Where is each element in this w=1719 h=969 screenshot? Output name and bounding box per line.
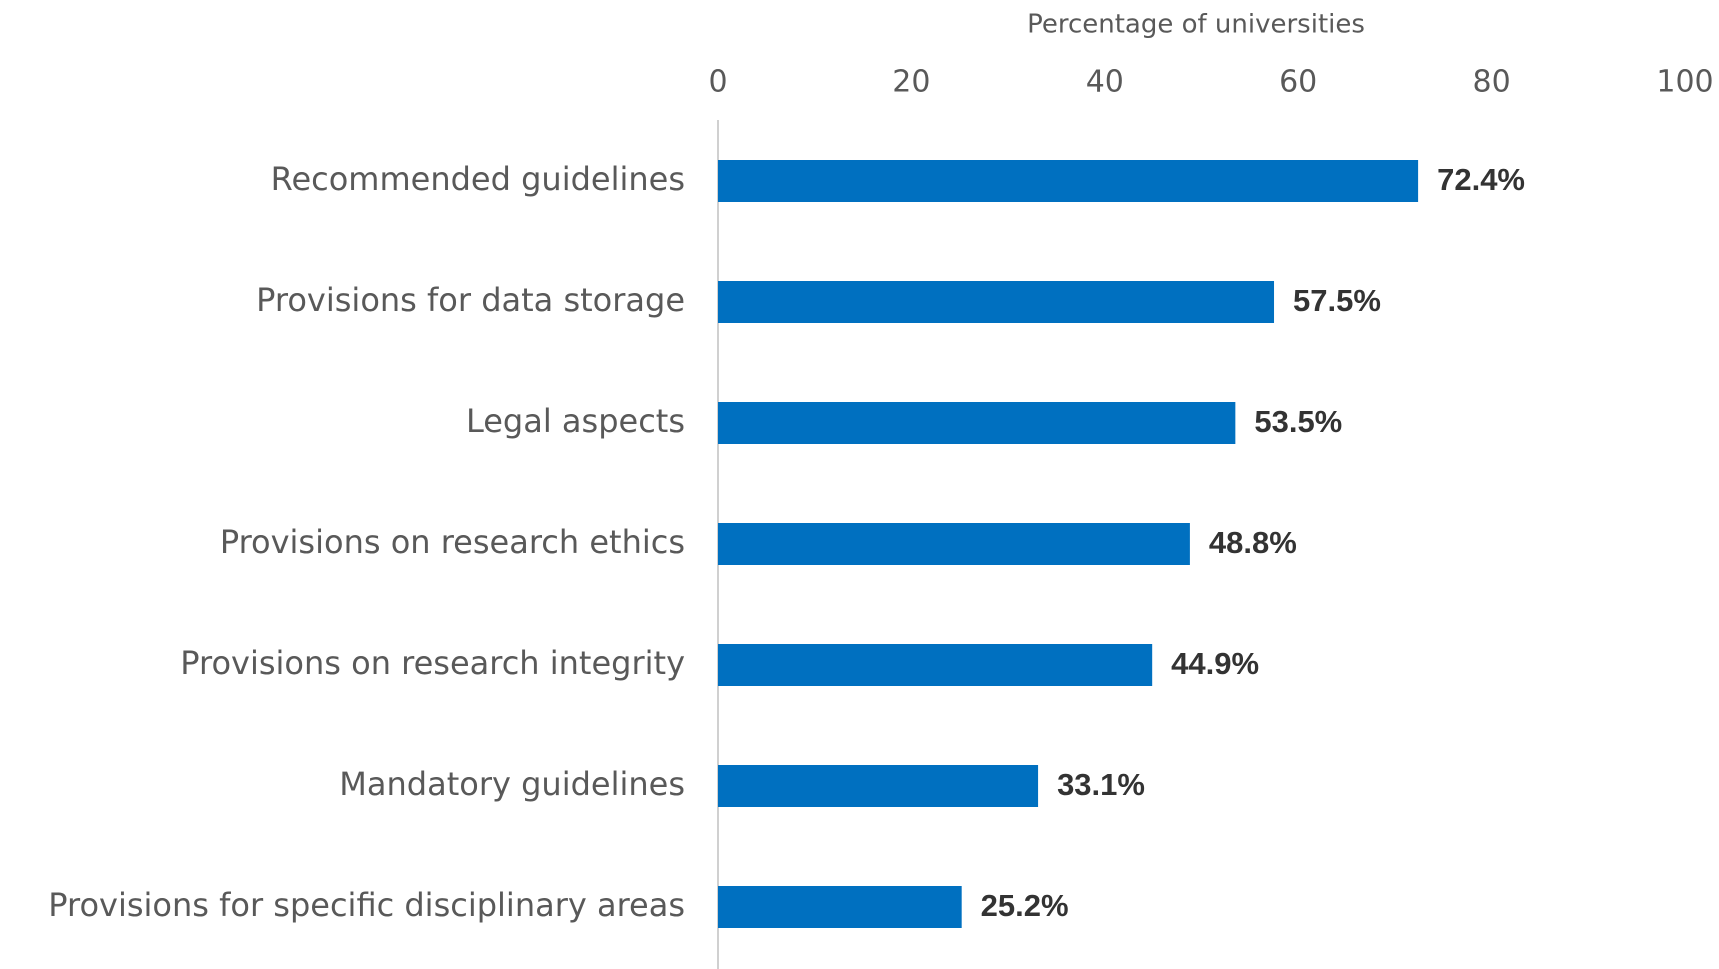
category-label: Provisions for specific disciplinary are… xyxy=(48,886,685,924)
category-label: Provisions on research ethics xyxy=(220,523,685,561)
bar xyxy=(718,765,1039,807)
value-label: 53.5% xyxy=(1254,404,1342,439)
category-label: Recommended guidelines xyxy=(271,160,685,198)
value-label: 48.8% xyxy=(1209,525,1297,560)
bar xyxy=(718,886,962,928)
category-label: Legal aspects xyxy=(466,402,685,440)
bar xyxy=(718,523,1190,565)
value-label: 44.9% xyxy=(1171,646,1259,681)
bar xyxy=(718,160,1419,202)
x-tick-label: 60 xyxy=(1279,65,1317,100)
value-label: 25.2% xyxy=(981,888,1069,923)
value-label: 57.5% xyxy=(1293,283,1381,318)
x-tick-label: 100 xyxy=(1656,65,1713,100)
bar xyxy=(718,644,1153,686)
axis-title: Percentage of universities xyxy=(1027,10,1365,40)
x-tick-label: 40 xyxy=(1086,65,1124,100)
x-tick-label: 0 xyxy=(708,65,727,100)
category-label: Provisions on research integrity xyxy=(180,644,685,682)
category-label: Provisions for data storage xyxy=(256,281,685,319)
value-label: 72.4% xyxy=(1437,162,1525,197)
x-tick-label: 80 xyxy=(1473,65,1511,100)
bar xyxy=(718,402,1236,444)
x-tick-label: 20 xyxy=(892,65,930,100)
category-label: Mandatory guidelines xyxy=(339,765,685,803)
bar xyxy=(718,281,1275,323)
value-label: 33.1% xyxy=(1057,767,1145,802)
